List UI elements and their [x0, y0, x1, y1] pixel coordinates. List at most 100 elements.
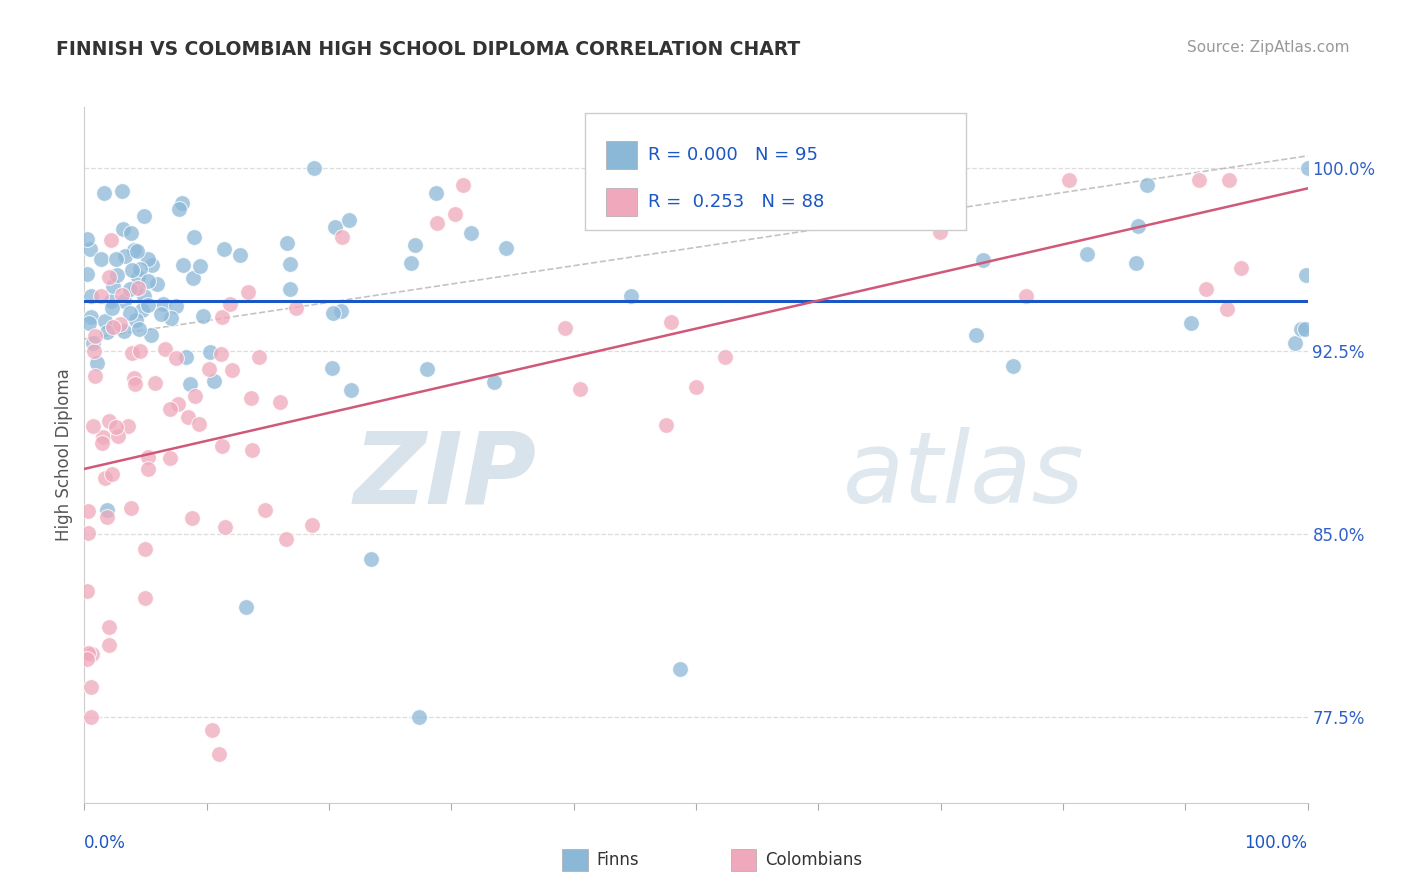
Point — [80, 647, 103, 661]
Point — [1180, 316, 1202, 330]
Point — [167, 397, 190, 411]
Point — [131, 302, 153, 317]
Point — [1291, 322, 1313, 336]
Point — [80, 288, 103, 302]
Point — [229, 248, 252, 262]
Point — [221, 362, 243, 376]
Point — [170, 196, 193, 211]
Point — [399, 256, 422, 270]
Point — [86, 356, 108, 370]
Point — [1188, 173, 1211, 187]
Point — [90, 252, 112, 266]
Point — [91, 430, 114, 444]
Point — [198, 344, 221, 359]
Point — [101, 467, 124, 482]
Point — [240, 391, 263, 405]
Point — [79, 242, 101, 256]
Point — [284, 301, 307, 315]
Point — [136, 273, 159, 287]
Point — [323, 219, 346, 234]
Point — [97, 620, 120, 634]
Point — [80, 710, 103, 724]
Point — [122, 370, 145, 384]
Point — [143, 376, 166, 390]
Point — [273, 856, 295, 871]
Point — [159, 402, 181, 417]
Point — [218, 297, 240, 311]
Point — [184, 389, 207, 403]
Point — [201, 723, 224, 737]
Point — [94, 471, 117, 485]
Point — [82, 336, 104, 351]
Point — [495, 241, 517, 255]
Point — [1218, 173, 1240, 187]
Point — [136, 462, 159, 476]
Point — [159, 311, 181, 326]
Point — [117, 419, 139, 434]
Point — [111, 288, 134, 302]
Point — [1125, 256, 1147, 270]
Point — [1076, 247, 1098, 261]
Point — [134, 542, 156, 557]
Point — [1001, 359, 1024, 373]
Point — [322, 306, 344, 320]
Point — [132, 209, 155, 223]
Point — [1294, 322, 1316, 336]
Point — [253, 503, 276, 517]
Point — [103, 279, 125, 293]
Point — [404, 237, 426, 252]
Point — [451, 178, 474, 192]
Point — [141, 258, 163, 272]
Point — [1296, 161, 1319, 175]
Point — [198, 362, 221, 376]
Point — [330, 303, 353, 318]
Point — [96, 510, 118, 524]
Point — [122, 243, 145, 257]
Point — [114, 249, 136, 263]
Text: R = 0.000   N = 95: R = 0.000 N = 95 — [648, 146, 818, 164]
Text: 0.0%: 0.0% — [84, 834, 127, 852]
Text: Source: ZipAtlas.com: Source: ZipAtlas.com — [1187, 40, 1350, 55]
Point — [80, 310, 103, 324]
Point — [339, 383, 361, 397]
Point — [321, 360, 343, 375]
Point — [236, 285, 259, 299]
Point — [180, 510, 202, 524]
Point — [1216, 302, 1239, 317]
Point — [94, 314, 117, 328]
Point — [118, 282, 141, 296]
Point — [415, 361, 437, 376]
Point — [152, 296, 174, 310]
Point — [159, 450, 181, 465]
Point — [1284, 335, 1306, 350]
Point — [120, 306, 142, 320]
Point — [425, 186, 447, 201]
Point — [165, 351, 187, 365]
Point — [100, 233, 122, 247]
Point — [90, 435, 112, 450]
Point — [620, 288, 643, 302]
Point — [82, 418, 104, 433]
Point — [100, 294, 122, 309]
Point — [330, 230, 353, 244]
Point — [121, 263, 143, 277]
Point — [444, 207, 467, 221]
Point — [188, 259, 211, 273]
Point — [112, 221, 135, 235]
Point — [105, 419, 128, 434]
Point — [128, 322, 150, 336]
Point — [83, 343, 105, 358]
Point — [484, 375, 506, 389]
Point — [129, 262, 152, 277]
Text: ZIP: ZIP — [354, 427, 537, 524]
Point — [408, 710, 430, 724]
Point — [97, 638, 120, 652]
Text: Colombians: Colombians — [765, 851, 862, 870]
Text: R =  0.253   N = 88: R = 0.253 N = 88 — [648, 194, 824, 211]
Point — [1295, 268, 1317, 282]
Point — [212, 242, 235, 256]
Point — [139, 327, 162, 342]
Point — [193, 309, 215, 323]
Point — [76, 584, 98, 599]
Point — [425, 216, 447, 230]
